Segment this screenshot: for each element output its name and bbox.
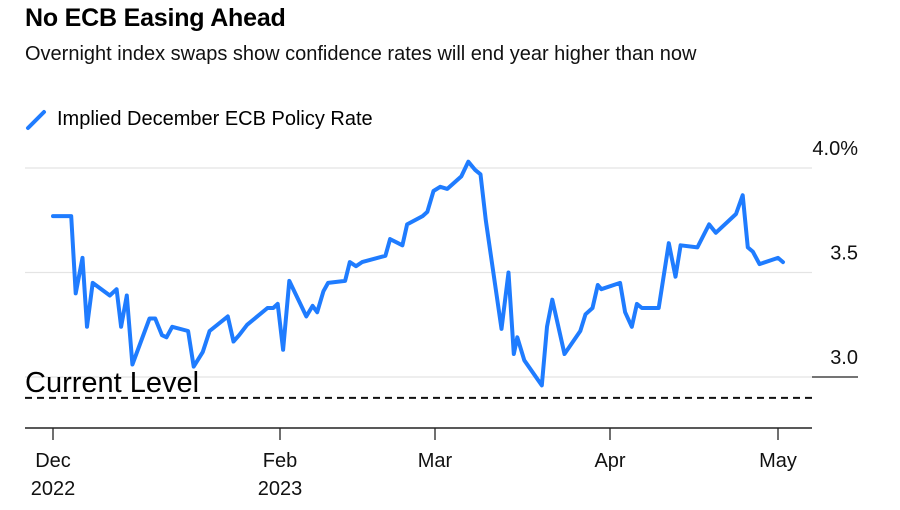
current-level-label: Current Level [25, 367, 199, 399]
series-line-implied-december-ecb-policy-rate [51, 159, 785, 388]
legend: Implied December ECB Policy Rate [25, 108, 373, 131]
y-tick-label: 3.5 [830, 243, 858, 265]
chart-title: No ECB Easing Ahead [25, 4, 286, 32]
chart-subtitle: Overnight index swaps show confidence ra… [25, 43, 697, 65]
x-tick-label: Mar [418, 450, 453, 472]
x-tick-label: Apr [594, 450, 625, 472]
x-tick-label: Feb [263, 450, 297, 472]
legend-line-icon [26, 109, 46, 130]
legend-label: Implied December ECB Policy Rate [57, 108, 373, 130]
x-tick-label: Dec [35, 450, 71, 472]
y-tick-label: 4.0% [812, 138, 858, 160]
x-tick-label: May [759, 450, 797, 472]
x-tick-sublabel: 2022 [31, 478, 76, 500]
y-tick-label: 3.0 [830, 347, 858, 369]
x-tick-sublabel: 2023 [258, 478, 303, 500]
